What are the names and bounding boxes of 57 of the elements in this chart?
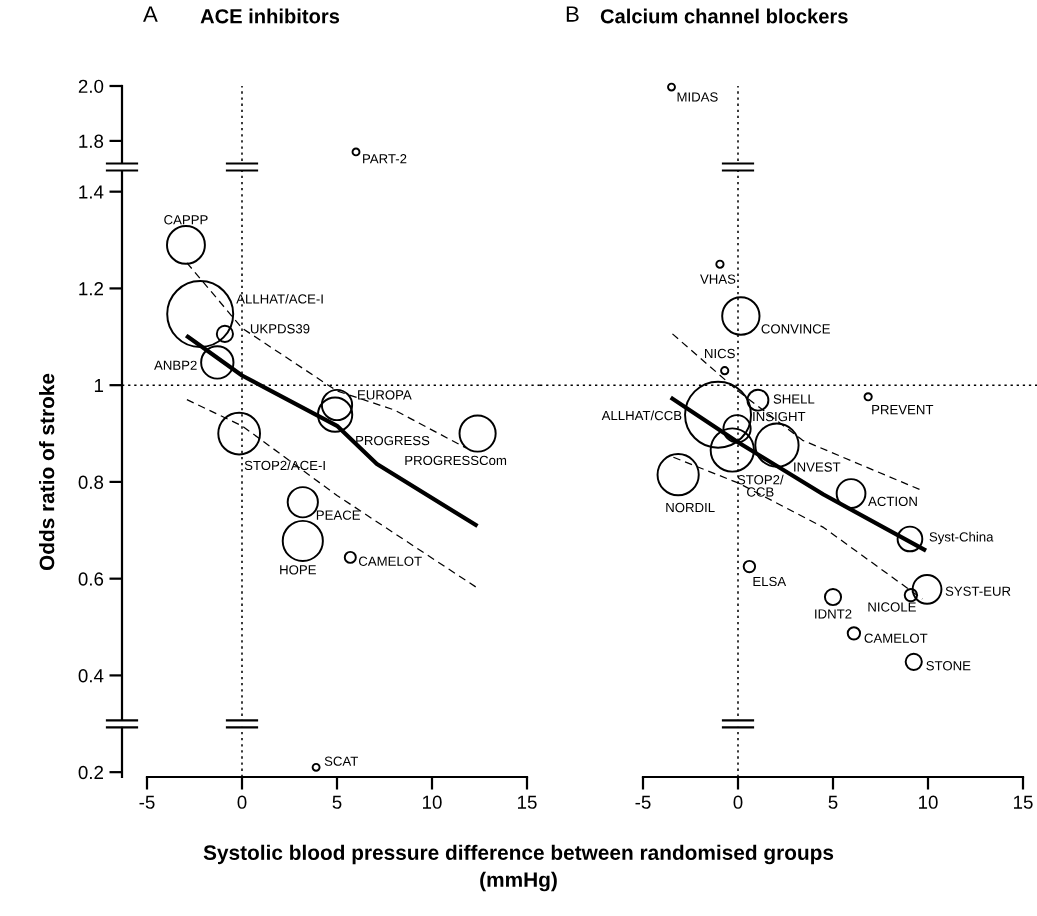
annotation: SYST-EUR xyxy=(945,586,1011,596)
x-tick-label: -5 xyxy=(139,795,155,809)
annotation: PROGRESSCom xyxy=(405,455,507,466)
annotation: STONE xyxy=(926,661,971,671)
text: A xyxy=(143,6,158,22)
y-tick-label: 1 xyxy=(94,379,104,392)
annotation: SHELL xyxy=(773,394,815,404)
annotation: ALLHAT/CCB xyxy=(601,410,682,421)
annotation: CAMELOT xyxy=(864,633,928,643)
y-tick-label: 1.2 xyxy=(79,282,104,296)
annotation: ACTION xyxy=(868,496,917,507)
annotation: PEACE xyxy=(316,510,360,520)
annotation: STOP2/ CCB xyxy=(737,474,784,497)
x-tick-label: 5 xyxy=(332,795,342,809)
annotation: UKPDS39 xyxy=(250,324,310,334)
annotation: HOPE xyxy=(280,565,316,575)
chart-title: Calcium channel blockers xyxy=(600,8,848,24)
annotation: NICS xyxy=(705,348,735,359)
annotation: NORDIL xyxy=(666,502,715,513)
y-tick-label: 0.8 xyxy=(78,475,104,489)
y-tick-label: 0.4 xyxy=(78,669,104,683)
y-axis-title: Odds ratio of stroke xyxy=(39,373,55,571)
annotation: ELSA xyxy=(753,576,787,587)
x-axis-title: Systolic blood pressure difference between randomised groups (mmHg) xyxy=(203,844,834,892)
annotation: ALLHAT/ACE-I xyxy=(236,293,323,304)
y-tick-label: 2.0 xyxy=(78,79,104,93)
annotation: SCAT xyxy=(324,756,359,766)
x-tick-label: 5 xyxy=(828,795,838,809)
annotation: CONVINCE xyxy=(761,324,830,334)
annotation: ANBP2 xyxy=(154,360,197,370)
x-tick-label: 10 xyxy=(919,795,938,809)
x-tick-label: 0 xyxy=(237,795,247,809)
annotation: STOP2/ACE-I xyxy=(244,460,325,471)
x-tick-label: 15 xyxy=(1014,795,1033,809)
annotation: NICOLE xyxy=(868,602,916,612)
annotation: IDNT2 xyxy=(815,609,852,619)
annotation: INVEST xyxy=(794,462,841,472)
x-tick-label: 15 xyxy=(518,795,537,809)
annotation: MIDAS xyxy=(677,92,718,102)
annotation: CAMELOT xyxy=(358,556,422,566)
x-tick-label: 10 xyxy=(423,795,442,809)
annotation: PREVENT xyxy=(872,405,934,415)
y-tick-label: 1.8 xyxy=(79,134,104,148)
annotation: INSIGHT xyxy=(753,411,806,422)
annotation: Syst-China xyxy=(929,531,994,545)
annotation: PROGRESS xyxy=(356,435,430,446)
y-tick-label: 1.4 xyxy=(79,185,104,199)
annotation: EUROPA xyxy=(358,390,412,400)
x-tick-label: 0 xyxy=(733,795,743,809)
annotation: VHAS xyxy=(700,274,736,284)
x-tick-label: -5 xyxy=(635,795,651,809)
chart-title: ACE inhibitors xyxy=(200,8,340,24)
annotation: CAPPP xyxy=(164,215,208,225)
annotation: PART-2 xyxy=(363,154,407,164)
y-tick-label: 0.6 xyxy=(78,572,104,586)
text: B xyxy=(566,6,579,22)
y-tick-label: 0.2 xyxy=(78,765,104,780)
